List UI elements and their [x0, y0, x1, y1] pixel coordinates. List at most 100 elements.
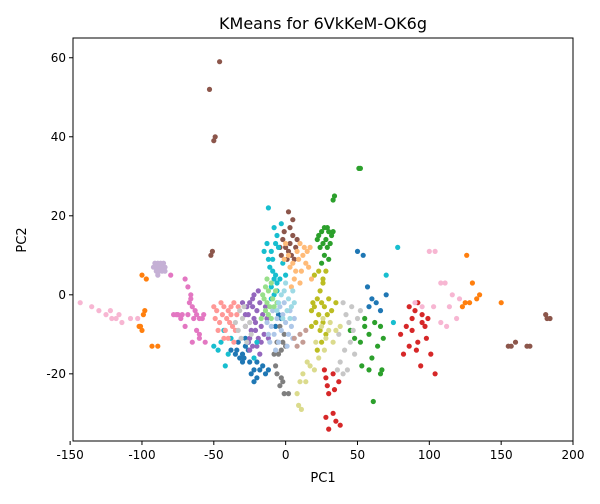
scatter-point [265, 335, 271, 341]
scatter-point [255, 335, 261, 341]
scatter-point [231, 339, 237, 345]
scatter-point [231, 300, 237, 306]
scatter-point [225, 335, 231, 341]
scatter-point [340, 371, 346, 377]
scatter-point [320, 240, 326, 247]
scatter-point [225, 308, 231, 314]
scatter-point [273, 272, 279, 278]
scatter-point [383, 292, 389, 298]
y-tick-label: 60 [51, 51, 66, 65]
y-tick-label: 20 [51, 209, 66, 223]
scatter-point [342, 347, 348, 353]
scatter-point [330, 410, 336, 416]
scatter-point [294, 391, 300, 397]
scatter-point [261, 248, 267, 254]
scatter-point [357, 308, 363, 314]
scatter-point [270, 256, 276, 262]
scatter-point [252, 327, 259, 333]
scatter-point [357, 339, 363, 345]
scatter-point [406, 304, 412, 310]
scatter-point [304, 248, 310, 254]
scatter-point [234, 347, 240, 353]
scatter-point [188, 296, 194, 302]
scatter-point [178, 315, 184, 322]
scatter-point [337, 422, 343, 428]
scatter-point [162, 264, 168, 270]
scatter-point [285, 209, 292, 215]
scatter-point [274, 232, 280, 239]
scatter-point [254, 339, 260, 345]
scatter-point [208, 252, 214, 258]
scatter-point [278, 292, 284, 298]
scatter-point [155, 343, 161, 349]
scatter-point [186, 300, 192, 306]
scatter-point [258, 323, 264, 329]
scatter-point [294, 248, 300, 254]
scatter-point [418, 363, 424, 369]
scatter-point [323, 414, 329, 420]
scatter-point [442, 280, 448, 286]
scatter-point [107, 308, 113, 314]
scatter-point [247, 359, 253, 365]
scatter-point [275, 244, 282, 250]
scatter-point [127, 315, 134, 322]
scatter-point [149, 343, 155, 349]
y-axis: -20 0 20 40 60 [46, 51, 73, 381]
scatter-point [285, 296, 292, 302]
scatter-point [377, 371, 384, 377]
scatter-point [182, 276, 188, 282]
scatter-point [273, 363, 279, 369]
scatter-point [270, 268, 276, 274]
scatter-point [142, 308, 148, 314]
scatter-point [444, 323, 450, 329]
scatter-point [257, 351, 263, 357]
scatter-point [324, 225, 330, 231]
scatter-point [192, 308, 198, 314]
scatter-point [275, 339, 282, 345]
scatter-point [400, 351, 407, 357]
scatter-point [326, 391, 332, 397]
scatter-point [317, 327, 323, 333]
scatter-point [188, 292, 194, 298]
scatter-point [136, 323, 142, 329]
scatter-point [291, 335, 297, 341]
scatter-point [323, 375, 329, 381]
scatter-point [280, 260, 286, 266]
scatter-point [239, 315, 246, 322]
scatter-point [265, 331, 271, 337]
scatter-point [182, 323, 188, 329]
scatter-point [298, 268, 304, 274]
chart-title: KMeans for 6VkKeM-OK6g [219, 14, 427, 33]
scatter-point [251, 315, 257, 322]
scatter-point [222, 327, 228, 333]
scatter-point [271, 351, 277, 357]
scatter-point [278, 375, 284, 381]
scatter-point [271, 304, 277, 310]
scatter-point [251, 355, 257, 361]
scatter-point [370, 398, 376, 405]
scatter-point [294, 236, 300, 243]
scatter-point [281, 331, 287, 337]
scatter-point [380, 335, 386, 341]
scatter-point [438, 319, 444, 326]
scatter-point [314, 236, 320, 243]
scatter-point [326, 327, 332, 333]
scatter-point [150, 264, 157, 270]
scatter-point [241, 355, 247, 361]
scatter-point [354, 248, 361, 254]
scatter-point [373, 300, 379, 306]
scatter-point [298, 406, 304, 412]
scatter-point [343, 312, 349, 318]
scatter-point [260, 292, 266, 298]
scatter-point [273, 347, 279, 353]
scatter-point [139, 272, 145, 278]
scatter-point [291, 256, 297, 262]
scatter-point [232, 351, 238, 357]
scatter-point [288, 323, 294, 329]
scatter-point [281, 229, 287, 235]
scatter-point [334, 367, 340, 373]
scatter-point [109, 315, 115, 322]
scatter-point [459, 304, 465, 310]
scatter-point [308, 308, 315, 314]
scatter-point [290, 260, 296, 266]
